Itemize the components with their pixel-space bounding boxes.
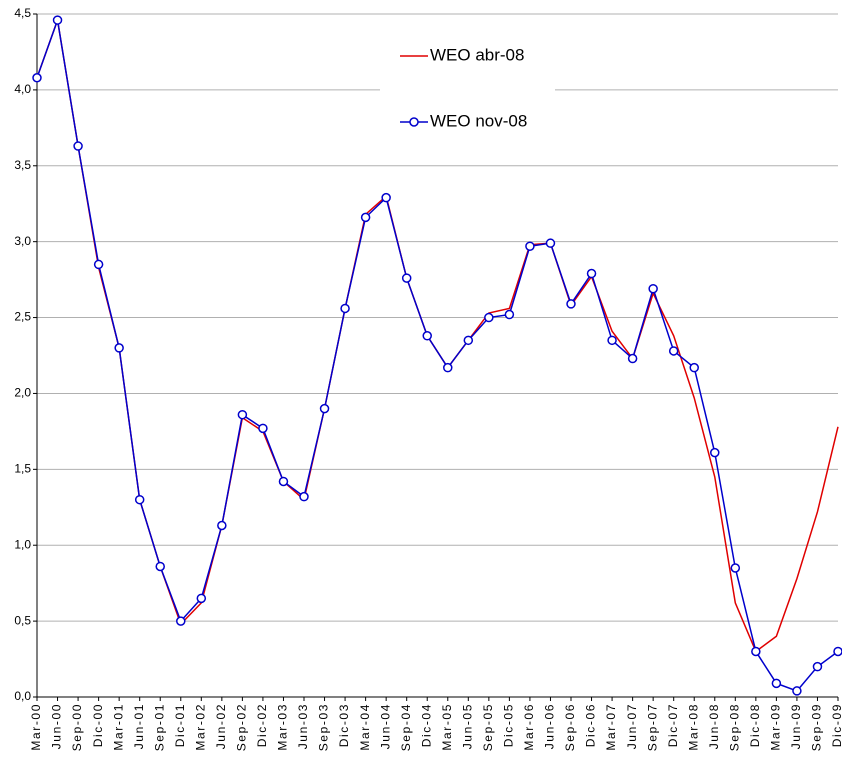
x-tick-label: Mar-00 [29, 703, 43, 751]
x-tick-label: Mar-09 [769, 703, 783, 751]
x-tick-label: Sep-00 [70, 703, 84, 751]
y-tick-label: 3,0 [14, 234, 31, 248]
y-tick-label: 4,5 [14, 6, 31, 20]
point [237, 409, 248, 420]
x-tick-label: Dic-02 [255, 703, 269, 747]
x-tick-label: Mar-07 [604, 703, 618, 751]
x-tick-label: Jun-07 [625, 703, 639, 749]
point [319, 403, 330, 414]
point [422, 331, 432, 341]
x-tick-label: Jun-00 [50, 703, 64, 749]
x-tick-label: Sep-01 [152, 703, 166, 751]
legend-marker [409, 117, 419, 127]
point [545, 238, 556, 248]
point [668, 346, 679, 356]
x-tick-label: Mar-03 [276, 703, 290, 751]
y-tick-label: 0,5 [14, 613, 31, 627]
x-tick-label: Jun-05 [460, 703, 474, 749]
x-tick-label: Sep-07 [645, 703, 659, 751]
point [710, 447, 720, 458]
x-tick-label: Sep-06 [563, 703, 577, 751]
y-tick-label: 1,0 [14, 537, 31, 551]
legend-label: WEO nov-08 [430, 111, 527, 130]
x-tick-label: Dic-06 [584, 703, 598, 747]
x-tick-label: Dic-03 [337, 703, 351, 747]
x-tick-label: Sep-09 [810, 703, 824, 751]
y-tick-label: 0,0 [14, 689, 31, 703]
x-tick-label: Mar-08 [686, 703, 700, 751]
point [771, 678, 782, 689]
x-tick-label: Sep-04 [399, 703, 413, 751]
x-tick-label: Mar-04 [358, 703, 372, 751]
x-tick-label: Mar-01 [111, 703, 125, 751]
point [401, 273, 412, 283]
y-tick-label: 2,0 [14, 386, 31, 400]
x-tick-label: Dic-01 [173, 703, 187, 747]
point [114, 343, 124, 353]
point [443, 362, 453, 373]
point [217, 520, 227, 531]
x-tick-label: Sep-08 [727, 703, 741, 751]
point [360, 212, 371, 223]
x-tick-label: Mar-05 [440, 703, 454, 751]
x-tick-label: Sep-03 [317, 703, 331, 751]
point [73, 141, 83, 151]
y-tick-label: 2,5 [14, 310, 31, 324]
point [607, 335, 617, 346]
point [155, 561, 165, 572]
point [627, 353, 638, 364]
point [176, 616, 186, 626]
point [648, 283, 658, 294]
x-tick-label: Dic-09 [830, 703, 842, 747]
x-tick-label: Jun-09 [789, 703, 803, 749]
x-tick-label: Dic-04 [419, 703, 433, 747]
point [751, 646, 761, 657]
point [278, 476, 289, 487]
x-tick-label: Jun-02 [214, 703, 228, 749]
x-tick-label: Dic-07 [666, 703, 680, 747]
point [484, 312, 494, 323]
y-tick-label: 4,0 [14, 82, 31, 96]
y-tick-label: 1,5 [14, 462, 31, 476]
point [504, 309, 515, 320]
point [463, 335, 474, 346]
point [340, 303, 350, 314]
point [730, 563, 741, 573]
point [258, 423, 268, 434]
series-line [36, 19, 839, 692]
point [381, 192, 391, 203]
point [586, 268, 597, 279]
x-tick-label: Jun-06 [543, 703, 557, 749]
point [93, 259, 104, 270]
point [134, 494, 145, 505]
x-tick-label: Dic-00 [91, 703, 105, 747]
x-tick-label: Jun-04 [378, 703, 392, 749]
x-tick-label: Jun-03 [296, 703, 310, 749]
x-tick-label: Dic-05 [502, 703, 516, 747]
x-tick-label: Mar-02 [193, 703, 207, 751]
point [689, 362, 699, 373]
y-tick-label: 3,5 [14, 158, 31, 172]
x-tick-label: Dic-08 [748, 703, 762, 747]
legend-box [380, 30, 555, 160]
point [812, 661, 823, 672]
legend-label: WEO abr-08 [430, 45, 524, 64]
point [32, 72, 42, 83]
point [52, 15, 63, 25]
point [525, 241, 535, 251]
point [792, 686, 802, 696]
x-tick-label: Sep-05 [481, 703, 495, 751]
x-tick-label: Jun-01 [132, 703, 146, 749]
x-tick-label: Sep-02 [235, 703, 249, 751]
point [299, 491, 309, 502]
x-tick-label: Jun-08 [707, 703, 721, 749]
point [833, 646, 842, 657]
point [566, 299, 576, 309]
point [196, 593, 207, 604]
x-tick-label: Mar-06 [522, 703, 536, 751]
